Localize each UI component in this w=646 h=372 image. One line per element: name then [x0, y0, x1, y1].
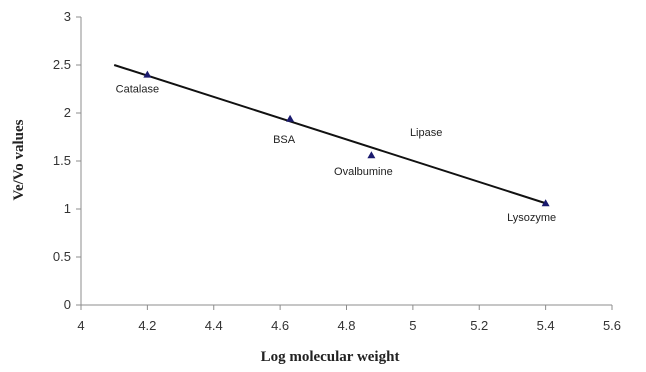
data-point-label: BSA — [273, 134, 296, 146]
x-axis-title: Log molecular weight — [261, 349, 400, 365]
data-point-marker — [541, 199, 550, 207]
data-point-marker — [286, 114, 295, 122]
x-tick-label: 5 — [409, 318, 416, 333]
point-labels: Catalase BSA Ovalbumine Lysozyme — [116, 84, 557, 225]
trendline-group — [113, 64, 546, 205]
trendline — [113, 64, 546, 205]
x-tick-label: 4.6 — [271, 318, 289, 333]
tick-marks — [76, 16, 613, 310]
x-tick-label: 4 — [77, 318, 84, 333]
y-tick-label: 1.5 — [53, 153, 71, 168]
y-tick-label: 3 — [64, 9, 71, 24]
annotations: Lipase — [410, 127, 442, 139]
data-point-marker — [143, 70, 152, 78]
annotation-label: Lipase — [410, 127, 442, 139]
data-point-label: Ovalbumine — [334, 166, 393, 178]
x-tick-label: 4.2 — [138, 318, 156, 333]
data-point-marker — [367, 151, 376, 159]
axes — [80, 17, 612, 306]
y-tick-label: 1 — [64, 201, 71, 216]
tick-labels: 0 0.5 1 1.5 2 2.5 3 4 4.2 4.4 4.6 4.8 5 5.2 5.4 5.6 — [53, 9, 621, 333]
x-tick-label: 4.4 — [205, 318, 223, 333]
data-point-label: Lysozyme — [507, 212, 556, 224]
y-tick-label: 0 — [64, 297, 71, 312]
data-points — [143, 70, 550, 207]
y-tick-label: 2.5 — [53, 57, 71, 72]
x-tick-label: 4.8 — [337, 318, 355, 333]
y-tick-label: 0.5 — [53, 249, 71, 264]
y-axis-title: Ve/Vo values — [11, 119, 27, 200]
x-tick-label: 5.2 — [470, 318, 488, 333]
y-tick-label: 2 — [64, 105, 71, 120]
data-point-label: Catalase — [116, 84, 159, 96]
x-tick-label: 5.6 — [603, 318, 621, 333]
x-tick-label: 5.4 — [537, 318, 555, 333]
